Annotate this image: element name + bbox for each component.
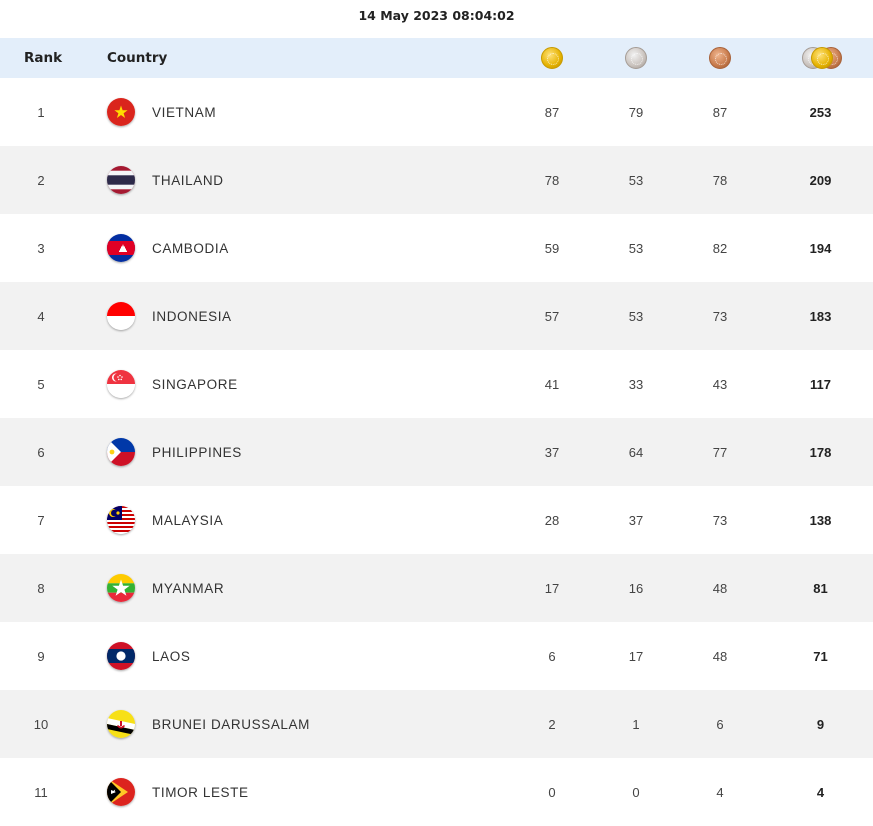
total-count: 183	[809, 308, 832, 324]
country-name[interactable]: LAOS	[152, 648, 191, 664]
gold-count: 78	[544, 172, 560, 188]
country-column-header[interactable]: Country	[107, 50, 168, 66]
table-header: Rank Country	[0, 38, 873, 78]
silver-count: 64	[628, 444, 644, 460]
rank-column-header[interactable]: Rank	[24, 50, 63, 66]
table-row[interactable]: 1 VIETNAM 87 79 87 253	[0, 78, 873, 146]
table-row[interactable]: 7 MALAYSIA 28 37 73 138	[0, 486, 873, 554]
gold-count: 28	[544, 512, 560, 528]
bronze-count: 77	[712, 444, 728, 460]
gold-count: 2	[548, 716, 556, 732]
gold-count: 87	[544, 104, 560, 120]
gold-count: 6	[548, 648, 556, 664]
gold-count: 59	[544, 240, 560, 256]
bronze-count: 73	[712, 308, 728, 324]
silver-count: 1	[632, 716, 640, 732]
thailand-flag-icon	[107, 166, 135, 194]
rank-cell: 6	[37, 444, 45, 460]
timestamp: 14 May 2023 08:04:02	[358, 8, 515, 23]
gold-medal-icon[interactable]	[541, 47, 563, 69]
country-name[interactable]: INDONESIA	[152, 308, 232, 324]
indonesia-flag-icon	[107, 302, 135, 330]
bronze-count: 48	[712, 580, 728, 596]
bronze-count: 43	[712, 376, 728, 392]
total-count: 81	[813, 580, 828, 596]
rank-cell: 10	[33, 716, 49, 732]
country-name[interactable]: PHILIPPINES	[152, 444, 242, 460]
rank-cell: 2	[37, 172, 45, 188]
rank-cell: 8	[37, 580, 45, 596]
bronze-count: 82	[712, 240, 728, 256]
philippines-flag-icon	[107, 438, 135, 466]
silver-count: 79	[628, 104, 644, 120]
table-row[interactable]: 6 PHILIPPINES 37 64 77 178	[0, 418, 873, 486]
laos-flag-icon	[107, 642, 135, 670]
rank-cell: 4	[37, 308, 45, 324]
singapore-flag-icon	[107, 370, 135, 398]
rank-cell: 9	[37, 648, 45, 664]
bronze-count: 78	[712, 172, 728, 188]
country-name[interactable]: MALAYSIA	[152, 512, 224, 528]
gold-count: 17	[544, 580, 560, 596]
total-count: 194	[809, 240, 832, 256]
total-count: 4	[816, 784, 825, 800]
bronze-count: 48	[712, 648, 728, 664]
silver-count: 33	[628, 376, 644, 392]
total-count: 253	[809, 104, 832, 120]
bronze-count: 87	[712, 104, 728, 120]
rank-cell: 3	[37, 240, 45, 256]
myanmar-flag-icon	[107, 574, 135, 602]
table-row[interactable]: 2 THAILAND 78 53 78 209	[0, 146, 873, 214]
table-row[interactable]: 8 MYANMAR 17 16 48 81	[0, 554, 873, 622]
silver-count: 16	[628, 580, 644, 596]
total-count: 209	[809, 172, 832, 188]
silver-count: 37	[628, 512, 644, 528]
table-row[interactable]: 11 TIMOR LESTE 0 0 4 4	[0, 758, 873, 826]
rank-cell: 1	[37, 104, 45, 120]
gold-count: 37	[544, 444, 560, 460]
table-row[interactable]: 3 CAMBODIA 59 53 82 194	[0, 214, 873, 282]
bronze-count: 73	[712, 512, 728, 528]
silver-count: 17	[628, 648, 644, 664]
silver-count: 53	[628, 172, 644, 188]
silver-count: 0	[632, 784, 640, 800]
country-name[interactable]: VIETNAM	[152, 104, 217, 120]
bronze-medal-icon[interactable]	[709, 47, 731, 69]
silver-count: 53	[628, 240, 644, 256]
total-count: 9	[816, 716, 825, 732]
country-name[interactable]: SINGAPORE	[152, 376, 238, 392]
vietnam-flag-icon	[107, 98, 135, 126]
total-count: 71	[813, 648, 828, 664]
rank-cell: 7	[37, 512, 45, 528]
bronze-count: 6	[716, 716, 724, 732]
table-row[interactable]: 5 SINGAPORE 41 33 43 117	[0, 350, 873, 418]
total-count: 117	[810, 376, 831, 392]
country-name[interactable]: TIMOR LESTE	[152, 784, 249, 800]
total-count: 138	[809, 512, 832, 528]
medal-table: 1 VIETNAM 87 79 87 253 2 THAILAND 78 53 78 209 3 CAMB…	[0, 78, 873, 826]
table-row[interactable]: 10 BRUNEI DARUSSALAM 2 1 6 9	[0, 690, 873, 758]
total-count: 178	[809, 444, 832, 460]
silver-medal-icon[interactable]	[625, 47, 647, 69]
timor-leste-flag-icon	[107, 778, 135, 806]
country-name[interactable]: THAILAND	[152, 172, 224, 188]
total-medals-icon[interactable]	[802, 47, 844, 69]
brunei-flag-icon	[107, 710, 135, 738]
country-name[interactable]: CAMBODIA	[152, 240, 229, 256]
malaysia-flag-icon	[107, 506, 135, 534]
rank-cell: 5	[37, 376, 45, 392]
bronze-count: 4	[716, 784, 724, 800]
country-name[interactable]: MYANMAR	[152, 580, 225, 596]
gold-count: 0	[548, 784, 556, 800]
gold-count: 41	[544, 376, 560, 392]
country-name[interactable]: BRUNEI DARUSSALAM	[152, 716, 310, 732]
rank-cell: 11	[34, 784, 48, 800]
cambodia-flag-icon	[107, 234, 135, 262]
table-row[interactable]: 4 INDONESIA 57 53 73 183	[0, 282, 873, 350]
gold-count: 57	[544, 308, 560, 324]
table-row[interactable]: 9 LAOS 6 17 48 71	[0, 622, 873, 690]
silver-count: 53	[628, 308, 644, 324]
